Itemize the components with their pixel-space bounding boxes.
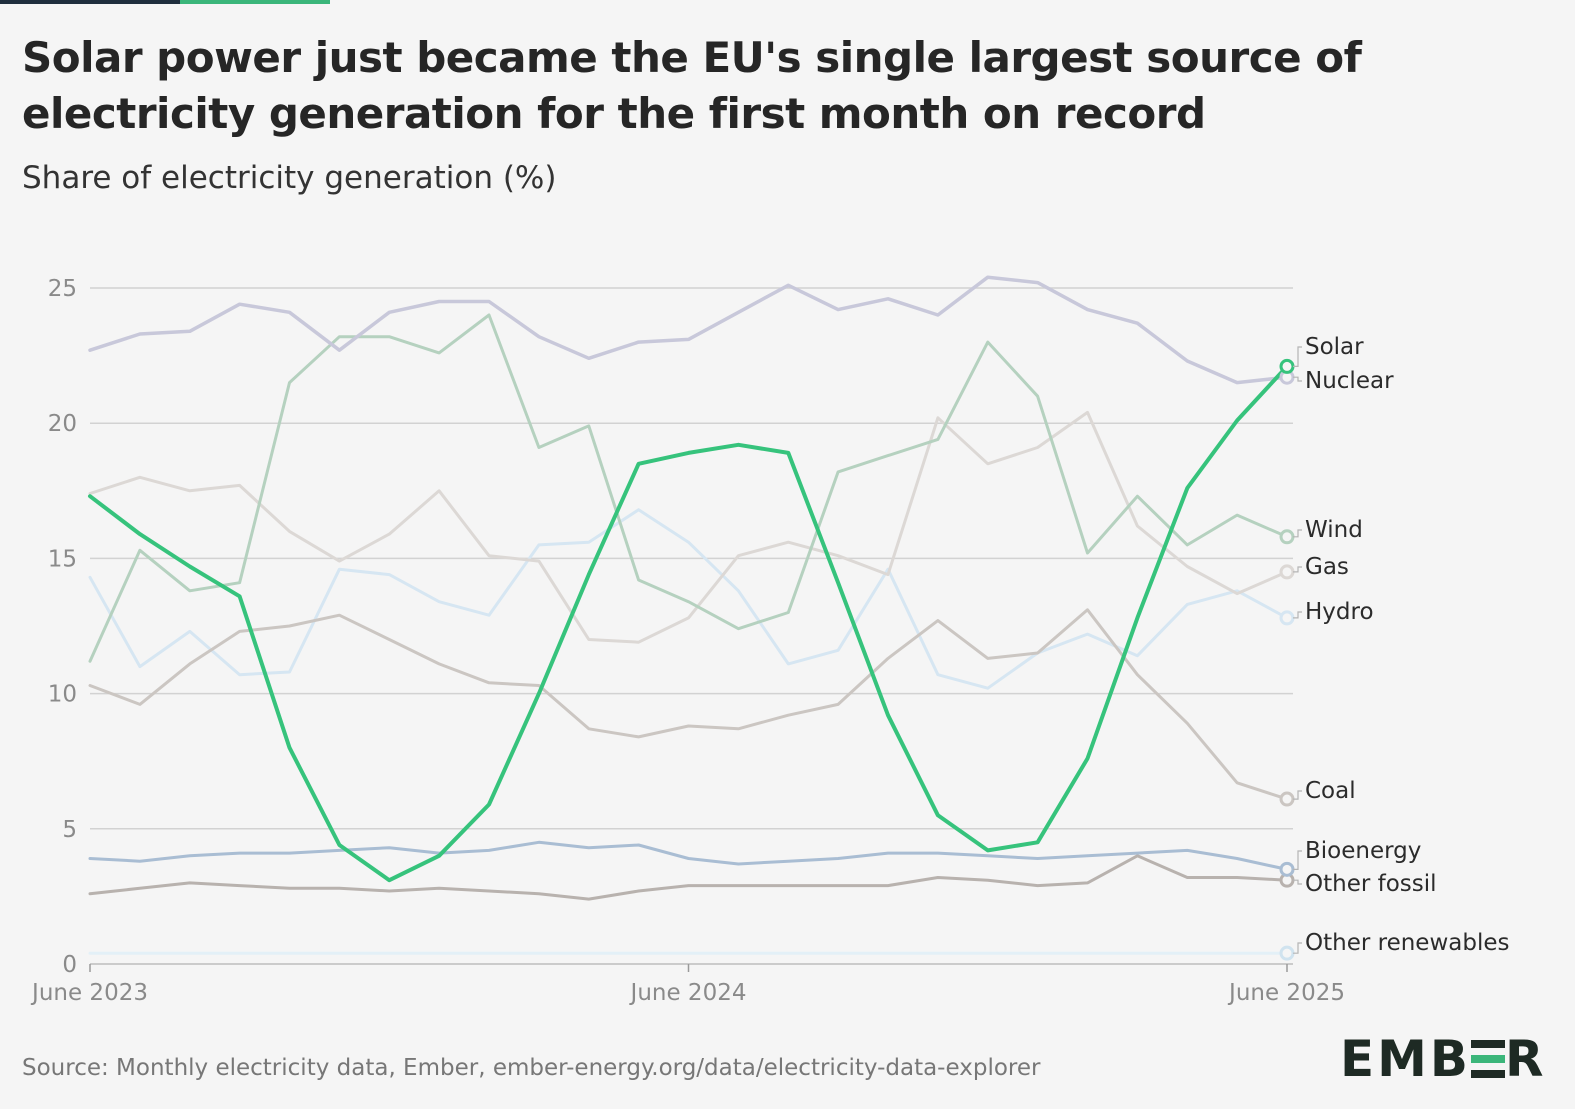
end-marker-coal [1279, 791, 1295, 807]
series-line-hydro [88, 508, 1289, 690]
series-label-gas: Gas [1305, 554, 1349, 580]
label-leader-hydro [1293, 611, 1302, 619]
label-leader-other-fossil [1293, 879, 1302, 885]
series-line-solar [88, 364, 1289, 883]
end-marker-wind [1279, 529, 1295, 545]
x-tick-label-1: June 2024 [629, 980, 747, 1006]
end-marker-hydro [1279, 610, 1295, 626]
chart-subtitle: Share of electricity generation (%) [22, 160, 557, 196]
series-label-bioenergy: Bioenergy [1305, 838, 1421, 864]
label-leader-wind [1293, 529, 1302, 538]
series-lines [88, 275, 1289, 955]
series-label-other-fossil: Other fossil [1305, 871, 1437, 897]
label-leader-coal [1293, 790, 1302, 800]
series-line-wind [88, 313, 1289, 663]
end-marker-solar [1279, 358, 1295, 374]
grid-lines [90, 287, 1293, 830]
y-tick-label-20: 20 [48, 411, 77, 437]
logo-text-left: EMB [1340, 1030, 1472, 1088]
label-leader-gas [1293, 566, 1302, 573]
series-label-wind: Wind [1305, 517, 1363, 543]
top-accent-bar [0, 0, 330, 4]
series-label-other-renewables: Other renewables [1305, 930, 1509, 956]
label-leader-bioenergy [1293, 850, 1302, 870]
top-accent-green [180, 0, 330, 4]
series-line-coal [88, 608, 1289, 801]
series-labels: Solar Nuclear Wind Gas Hydro Coal Bioenergy Oth… [1293, 334, 1509, 956]
label-leader-nuclear [1293, 376, 1302, 382]
y-tick-label-25: 25 [48, 276, 77, 302]
y-tick-label-0: 0 [62, 952, 77, 978]
x-axis: June 2023 June 2024 June 2025 [30, 963, 1345, 1006]
ember-logo: EMB R [1340, 1030, 1547, 1088]
series-line-nuclear [88, 275, 1289, 385]
series-end-markers [1279, 358, 1295, 961]
label-leader-other-renewables [1293, 942, 1302, 954]
y-axis-ticks: 0 5 10 15 20 25 [48, 276, 77, 978]
series-line-other-fossil [88, 854, 1289, 901]
series-label-nuclear: Nuclear [1305, 368, 1394, 394]
series-label-solar: Solar [1305, 334, 1364, 360]
logo-text-right: R [1505, 1030, 1547, 1088]
series-line-gas [88, 410, 1289, 644]
y-tick-label-5: 5 [62, 817, 77, 843]
end-marker-gas [1279, 564, 1295, 580]
end-marker-other-renewables [1279, 945, 1295, 961]
x-tick-label-2: June 2025 [1227, 980, 1345, 1006]
label-leader-solar [1293, 346, 1302, 367]
x-tick-label-0: June 2023 [30, 980, 148, 1006]
line-chart: 0 5 10 15 20 25 June 2023 June 2024 June 2025 S… [30, 275, 1509, 1006]
end-marker-bioenergy [1279, 861, 1295, 877]
top-accent-dark [0, 0, 180, 4]
logo-e-mark [1471, 1040, 1506, 1078]
y-tick-label-10: 10 [48, 682, 77, 708]
series-label-coal: Coal [1305, 778, 1356, 804]
series-label-hydro: Hydro [1305, 599, 1374, 625]
chart-title: Solar power just became the EU's single … [22, 33, 1362, 138]
source-note: Source: Monthly electricity data, Ember,… [22, 1055, 1041, 1081]
y-tick-label-15: 15 [48, 546, 77, 572]
series-line-bioenergy [88, 840, 1289, 871]
